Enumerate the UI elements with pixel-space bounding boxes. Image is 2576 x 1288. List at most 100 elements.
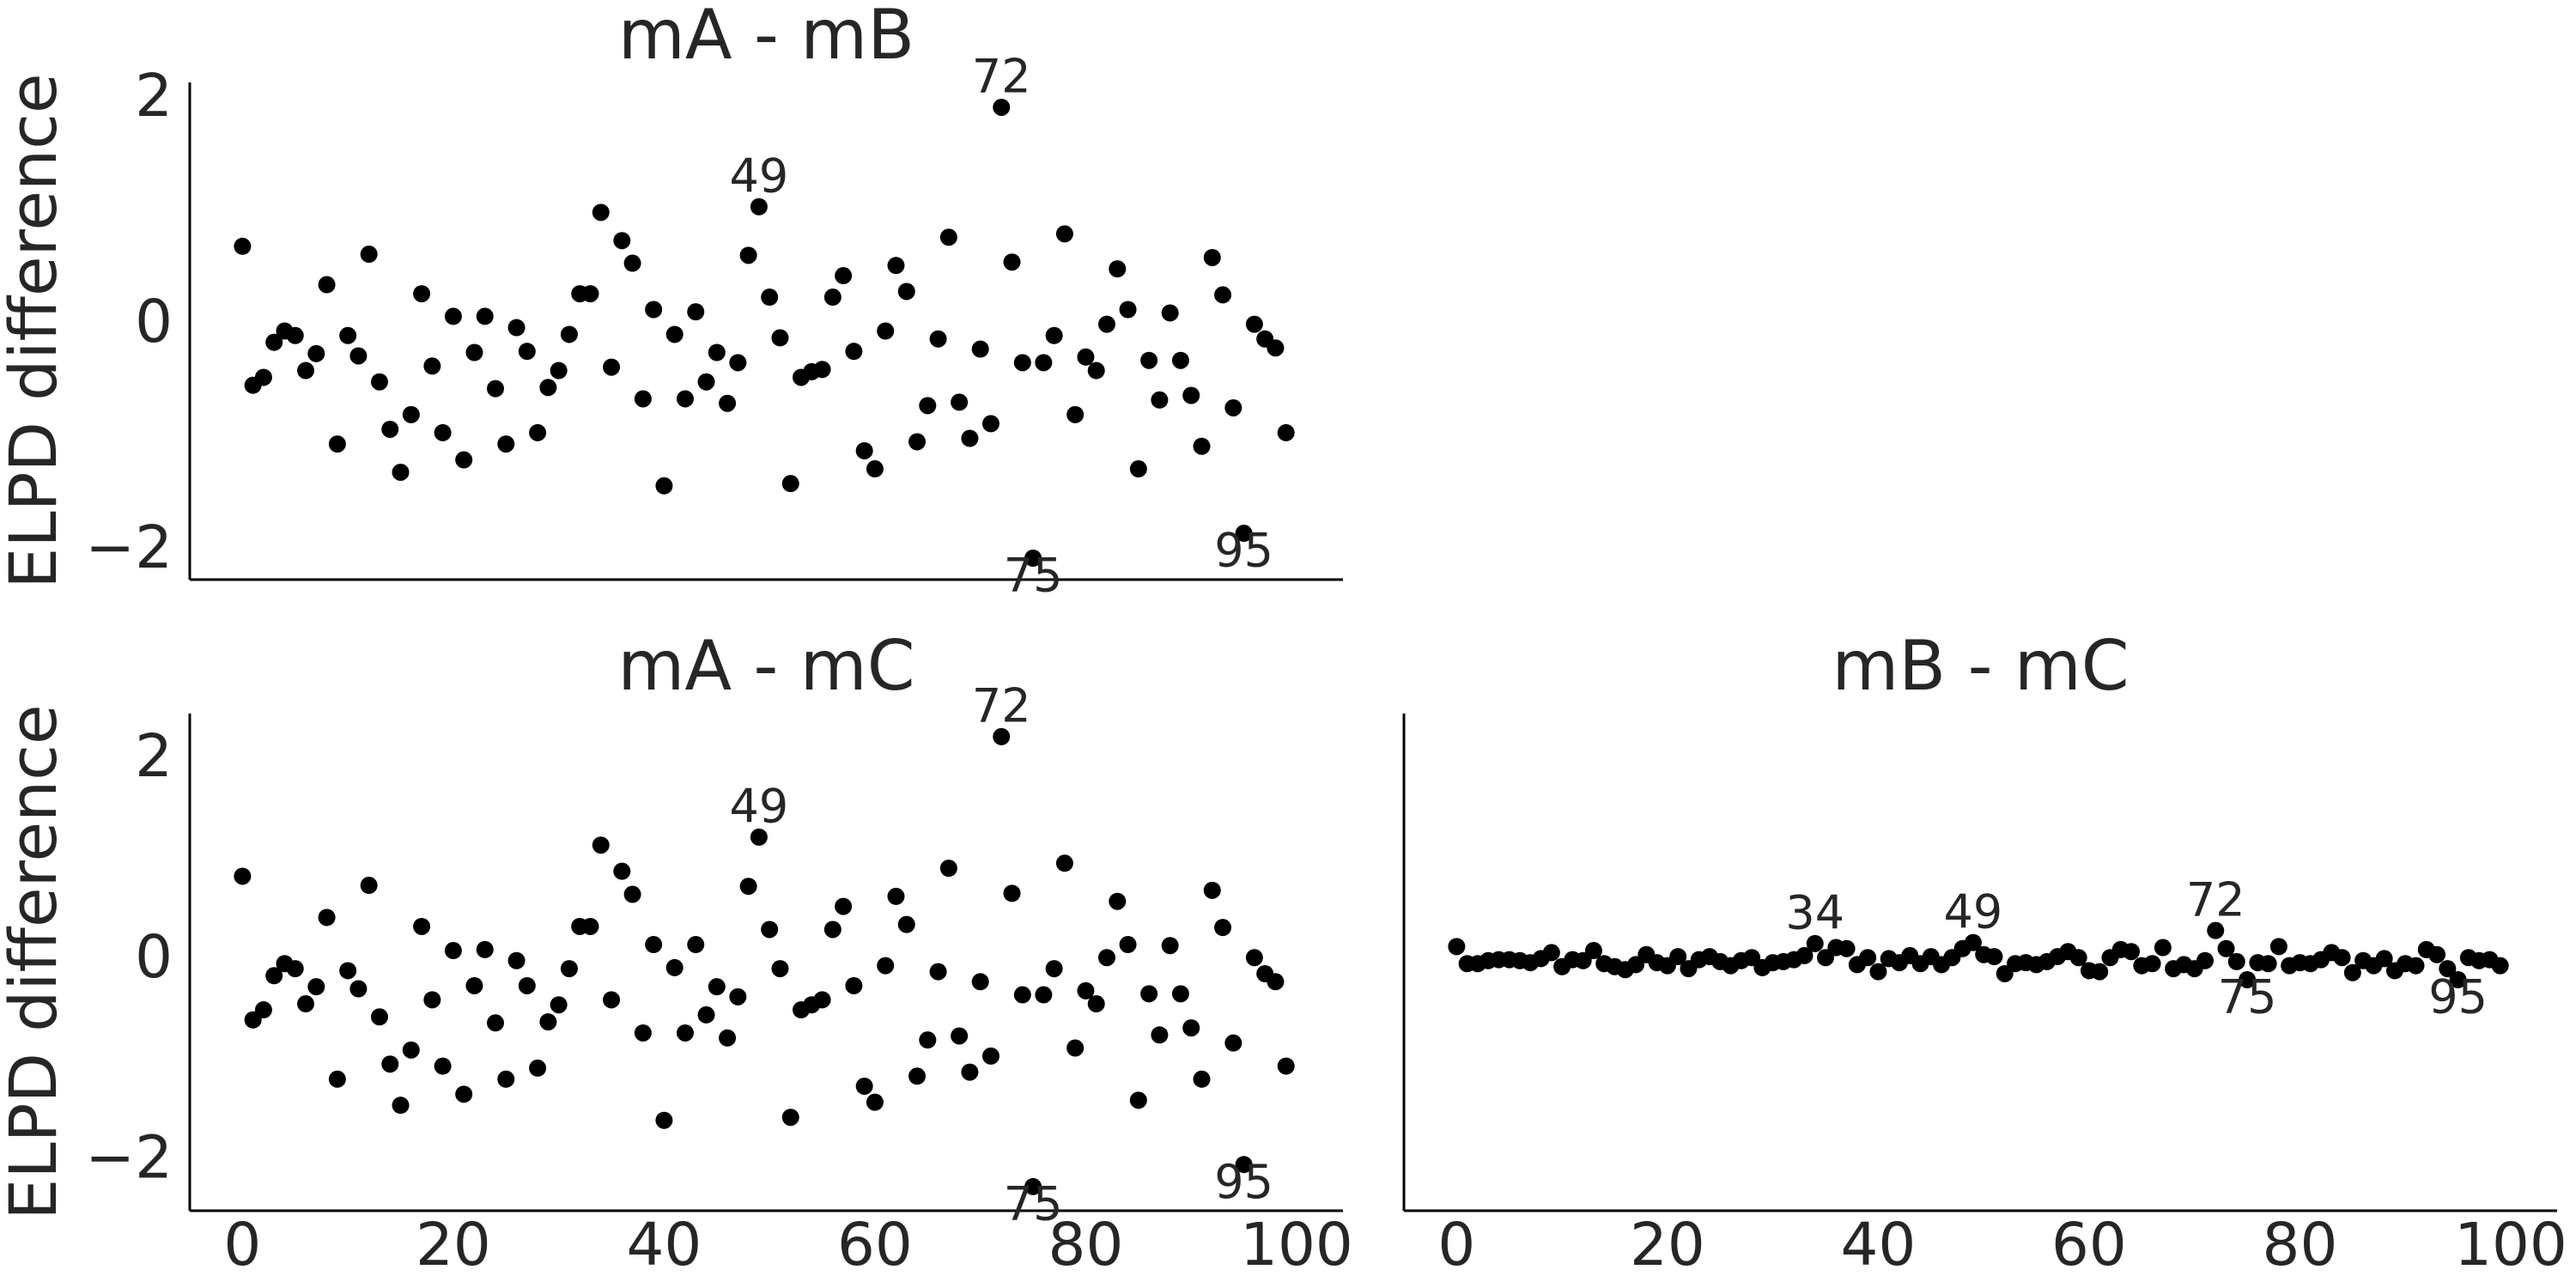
point	[1161, 937, 1179, 955]
point	[1985, 948, 2003, 966]
point	[613, 862, 631, 880]
point	[2259, 955, 2277, 973]
point	[1224, 398, 1242, 416]
y-tick-label: 2	[135, 722, 173, 791]
point	[1795, 946, 1814, 964]
point	[1869, 963, 1887, 981]
point	[2091, 963, 2109, 981]
point	[465, 343, 483, 361]
point	[835, 267, 853, 285]
point	[539, 379, 557, 397]
point	[234, 867, 252, 885]
point	[719, 1029, 737, 1047]
point	[1235, 1156, 1253, 1174]
point	[413, 917, 431, 935]
point	[592, 204, 610, 222]
point	[1109, 892, 1127, 910]
point	[2217, 939, 2235, 957]
point	[887, 257, 905, 275]
point	[665, 958, 683, 976]
point	[349, 347, 368, 365]
point	[897, 283, 915, 301]
y-tick-label: −2	[85, 1124, 173, 1193]
x-tick-label: 0	[223, 1211, 261, 1279]
point	[518, 976, 536, 994]
point	[2196, 951, 2214, 969]
point	[1119, 301, 1137, 319]
point-annotation: 34	[1785, 886, 1844, 940]
point	[866, 460, 884, 478]
point	[729, 354, 747, 372]
point	[634, 390, 652, 408]
point	[929, 330, 947, 348]
point	[1203, 248, 1221, 266]
point	[655, 1111, 673, 1129]
point	[739, 878, 757, 896]
point	[676, 390, 694, 408]
point	[1151, 391, 1169, 409]
x-tick-label: 100	[1240, 1211, 1353, 1279]
point	[1151, 1026, 1169, 1044]
point	[286, 326, 304, 344]
point	[645, 936, 663, 954]
point	[655, 477, 673, 495]
point-annotation: 95	[1214, 1155, 1273, 1209]
point	[1277, 1057, 1295, 1075]
x-tick-label: 80	[2263, 1211, 2338, 1279]
panel-title: mA - mB	[618, 0, 914, 75]
point	[370, 373, 388, 391]
point	[750, 197, 768, 216]
point	[781, 475, 799, 493]
point	[550, 361, 568, 380]
point-annotation: 72	[972, 50, 1031, 104]
point-annotation: 49	[1944, 884, 2003, 939]
point	[961, 1063, 979, 1081]
point	[1542, 944, 1560, 962]
point	[2407, 957, 2425, 975]
point-annotation: 95	[1214, 524, 1273, 578]
point	[455, 451, 473, 469]
point	[697, 1005, 715, 1024]
point	[1584, 942, 1602, 960]
point	[1035, 354, 1053, 372]
point	[929, 963, 947, 981]
x-tick-label: 0	[1437, 1211, 1475, 1279]
point	[1193, 437, 1211, 455]
point	[1193, 1070, 1211, 1088]
point	[307, 344, 325, 362]
point	[771, 329, 789, 347]
point	[339, 326, 357, 344]
x-tick-label: 100	[2454, 1211, 2567, 1279]
point	[835, 897, 853, 915]
point	[476, 940, 494, 958]
point-annotation: 75	[1004, 549, 1063, 603]
point	[1035, 986, 1053, 1004]
point	[823, 920, 841, 939]
point	[2439, 960, 2457, 978]
point	[1098, 315, 1116, 333]
point	[687, 936, 705, 954]
point	[1077, 981, 1095, 999]
point	[265, 333, 283, 351]
point	[1161, 304, 1179, 322]
point	[908, 433, 927, 451]
x-tick-label: 20	[1630, 1211, 1705, 1279]
point	[634, 1024, 652, 1042]
point	[1224, 1034, 1242, 1052]
point	[2154, 939, 2172, 957]
point	[1182, 1019, 1200, 1037]
point	[603, 991, 621, 1009]
point	[2123, 943, 2141, 961]
point	[592, 836, 610, 854]
point	[581, 917, 599, 935]
point	[529, 423, 547, 441]
point	[1214, 919, 1232, 937]
point	[2227, 952, 2245, 970]
point	[328, 435, 346, 453]
point	[866, 1093, 884, 1111]
point	[919, 1031, 937, 1049]
point	[402, 1041, 420, 1059]
point	[444, 942, 462, 960]
point	[623, 885, 641, 903]
point	[1066, 1039, 1084, 1057]
